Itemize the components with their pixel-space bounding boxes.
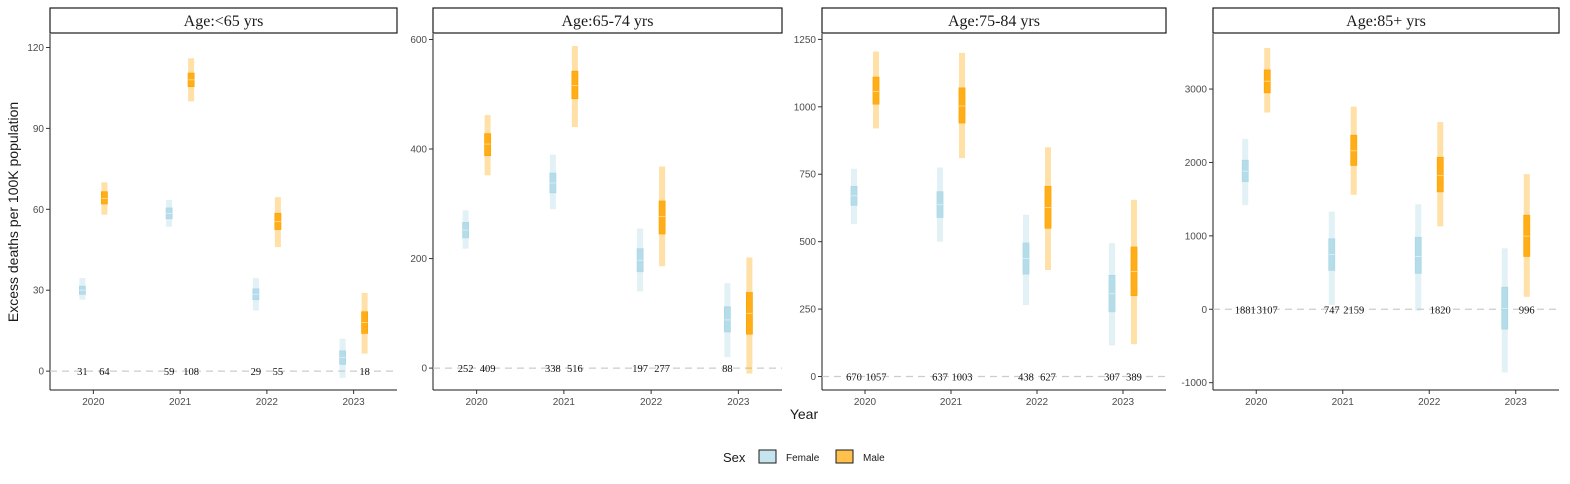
- panel-strip-label: Age:85+ yrs: [1346, 13, 1426, 30]
- legend: Sex Female Male: [723, 449, 885, 465]
- x-tick-label: 2023: [343, 397, 366, 408]
- value-label-male-2022: 627: [1040, 373, 1056, 384]
- panel-strip-label: Age:<65 yrs: [184, 13, 264, 30]
- x-tick-label: 2020: [466, 397, 489, 408]
- panel-strip: [432, 7, 783, 34]
- interval-inner-male-2022: [658, 200, 666, 235]
- value-label-female-2022: 29: [251, 367, 262, 378]
- y-tick-label: 60: [33, 205, 45, 216]
- value-label-male-2023: 18: [359, 367, 370, 378]
- value-label-male-2022: 1820: [1430, 305, 1451, 316]
- panel-strip: [1212, 7, 1560, 34]
- x-tick-label: 2023: [727, 397, 750, 408]
- y-tick-label: 500: [799, 237, 816, 248]
- value-label-male-2022: 277: [654, 364, 670, 375]
- panel-strip-label: Age:65-74 yrs: [562, 13, 654, 30]
- y-tick-label: 0: [38, 367, 44, 378]
- value-label-female-2023: 307: [1104, 373, 1120, 384]
- interval-inner-male-2020: [100, 191, 108, 205]
- x-tick-label: 2023: [1112, 397, 1135, 408]
- interval-inner-male-2021: [1350, 134, 1358, 166]
- y-tick-label: 1250: [794, 35, 817, 46]
- interval-inner-male-2021: [571, 70, 579, 100]
- x-tick-label: 2022: [640, 397, 663, 408]
- interval-inner-male-2020: [484, 133, 492, 156]
- value-label-female-2023: 88: [722, 364, 733, 375]
- panel-3: Age:75-84 yrs 0 250 500 750 1000 1250 2020 2021 2…: [794, 7, 1167, 408]
- interval-inner-male-2020: [872, 76, 880, 105]
- x-tick-label: 2020: [82, 397, 105, 408]
- value-label-male-2020: 64: [99, 367, 110, 378]
- y-tick-label: 200: [410, 254, 427, 265]
- value-label-male-2021: 108: [183, 367, 199, 378]
- value-label-female-2021: 338: [545, 364, 561, 375]
- y-tick-label: 0: [1201, 305, 1207, 316]
- value-label-male-2020: 409: [480, 364, 496, 375]
- x-tick-label: 2023: [1505, 397, 1528, 408]
- legend-key-female: [758, 449, 777, 464]
- legend-key-male: [835, 449, 854, 464]
- value-label-female-2022: 438: [1018, 373, 1034, 384]
- y-tick-label: 0: [810, 372, 816, 383]
- value-label-male-2020: 1057: [866, 373, 887, 384]
- x-axis-title: Year: [790, 406, 819, 422]
- x-tick-label: 2022: [1418, 397, 1441, 408]
- y-tick-label: 2000: [1185, 158, 1208, 169]
- y-tick-label: 400: [410, 145, 427, 156]
- panel-2: Age:65-74 yrs 0 200 400 600 2020 2021 2022 2023 2…: [410, 7, 783, 408]
- interval-inner-male-2022: [1436, 156, 1444, 193]
- x-tick-label: 2021: [940, 397, 963, 408]
- y-tick-label: 1000: [1185, 231, 1208, 242]
- y-tick-label: 600: [410, 35, 427, 46]
- value-label-male-2021: 516: [567, 364, 583, 375]
- y-tick-label: 30: [33, 286, 45, 297]
- interval-inner-female-2023: [723, 306, 731, 333]
- panel-1: Age:<65 yrs 0 30 60 90 120 2020 2021 2022 2023 31 5…: [27, 7, 398, 408]
- legend-label-male: Male: [863, 453, 885, 464]
- y-tick-label: 750: [799, 170, 816, 181]
- legend-title: Sex: [723, 450, 746, 465]
- x-tick-label: 2020: [1245, 397, 1268, 408]
- value-label-male-2023: 389: [1126, 373, 1142, 384]
- value-label-male-2021: 2159: [1343, 305, 1364, 316]
- x-tick-label: 2022: [256, 397, 279, 408]
- value-label-male-2022: 55: [273, 367, 284, 378]
- panel-strip: [49, 7, 398, 34]
- panel-4: Age:85+ yrs -1000 0 1000 2000 3000 2020 2021 202…: [1181, 7, 1560, 408]
- value-label-female-2020: 252: [458, 364, 474, 375]
- x-tick-label: 2021: [553, 397, 576, 408]
- value-label-male-2021: 1003: [952, 373, 973, 384]
- y-tick-label: 90: [33, 124, 45, 135]
- value-label-female-2022: 197: [632, 364, 648, 375]
- value-label-female-2020: 1881: [1235, 305, 1256, 316]
- value-label-female-2020: 31: [77, 367, 88, 378]
- x-tick-label: 2020: [854, 397, 877, 408]
- y-tick-label: 0: [421, 364, 427, 375]
- y-axis-title: Excess deaths per 100K population: [5, 102, 21, 322]
- value-label-female-2021: 59: [164, 367, 175, 378]
- x-tick-label: 2021: [169, 397, 192, 408]
- y-tick-label: -1000: [1181, 378, 1207, 389]
- x-tick-label: 2022: [1026, 397, 1049, 408]
- interval-inner-male-2021: [958, 87, 966, 124]
- value-label-female-2020: 670: [846, 373, 862, 384]
- value-label-male-2023: 996: [1519, 305, 1535, 316]
- y-tick-label: 1000: [794, 102, 817, 113]
- legend-label-female: Female: [786, 453, 820, 464]
- y-tick-label: 120: [27, 43, 44, 54]
- chart-panels: Age:<65 yrs 0 30 60 90 120 2020 2021 2022 2023 31 5…: [27, 7, 1560, 408]
- y-tick-label: 250: [799, 305, 816, 316]
- value-label-female-2021: 637: [932, 373, 948, 384]
- panel-strip-label: Age:75-84 yrs: [948, 13, 1040, 30]
- panel-strip: [821, 7, 1167, 34]
- x-tick-label: 2021: [1332, 397, 1355, 408]
- interval-inner-female-2022: [1414, 236, 1422, 274]
- value-label-male-2020: 3107: [1257, 305, 1278, 316]
- y-tick-label: 3000: [1185, 85, 1208, 96]
- value-label-female-2021: 747: [1324, 305, 1340, 316]
